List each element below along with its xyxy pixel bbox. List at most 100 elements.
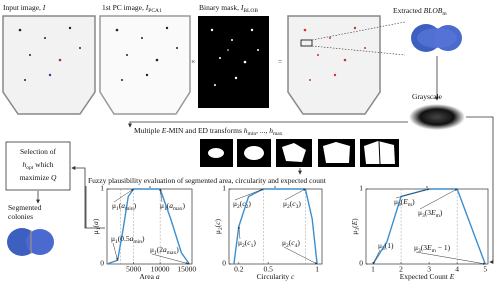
annotation-arrow [237, 226, 241, 240]
text-part: μ [213, 230, 222, 234]
text-part: 2 [218, 227, 224, 230]
text-part: m [408, 202, 413, 208]
text-part: μ [282, 238, 286, 247]
text-part: 1 [164, 206, 167, 212]
segmented-image [287, 15, 381, 115]
text-part: m [432, 248, 437, 254]
text-part: μ [91, 230, 100, 234]
text-part: c [242, 199, 246, 208]
text-part: μ [150, 245, 154, 254]
annotation: μ1(0.5amin) [111, 234, 145, 246]
annotation-arrow [395, 188, 430, 199]
text-part: c [291, 272, 295, 281]
text-part: ( [401, 197, 404, 206]
plot-frame [106, 188, 193, 265]
text-part: μ [233, 199, 237, 208]
annotation: μ3(1) [378, 241, 394, 253]
text-part: 3 [382, 246, 385, 252]
text-part: min [133, 239, 142, 245]
text-part: μ [414, 243, 418, 252]
binary-mask [198, 16, 269, 108]
text-part: − 1) [436, 243, 451, 252]
text-part: μ [350, 231, 359, 235]
plot-frame [228, 188, 323, 265]
text-part: which [33, 160, 53, 169]
plot-frame [365, 188, 489, 265]
binary-label: Binary mask, IBLOB [199, 3, 258, 15]
x-tick-label: 3 [427, 265, 431, 274]
y-axis-label: μ1(a) [91, 218, 103, 234]
text-part: Q [51, 173, 57, 182]
annotation-arrow [234, 188, 264, 201]
text-part: max [167, 250, 177, 256]
text-part: ( [245, 238, 248, 247]
text-part: 2 [286, 243, 289, 249]
text-part: I [240, 3, 244, 12]
x-axis-label: Expected Count E [400, 272, 455, 281]
text-part: a [91, 221, 100, 225]
text-part: 1 [251, 243, 254, 249]
arrows [36, 56, 494, 264]
y-tick-label: 0 [222, 259, 226, 268]
transform-images [200, 139, 399, 167]
text-part: Grayscale [412, 92, 443, 101]
text-part: μ [418, 208, 422, 217]
y-axis-label: μ3(E) [350, 218, 362, 235]
grayscale-label: Grayscale [412, 92, 443, 101]
text-part: m [442, 11, 447, 17]
text-part: E [402, 197, 408, 206]
text-part: 2 [242, 243, 245, 249]
colonies-image [7, 228, 54, 256]
text-part: h [23, 160, 27, 169]
annotation-arrow [372, 249, 381, 265]
text-part: Selection of [20, 147, 57, 156]
annotation: μ1(amin) [112, 201, 137, 213]
x-tick-label: 2 [399, 265, 403, 274]
annotation-arrow [415, 251, 486, 265]
x-tick-label: 1 [315, 265, 319, 274]
text-part: ( [289, 238, 292, 247]
text-part: = [278, 57, 282, 66]
text-part: ( [240, 199, 243, 208]
selection-line: Selection of [20, 147, 57, 156]
text-part: ( [213, 224, 222, 227]
times-symbol: × [191, 57, 195, 66]
text-part: (3 [425, 208, 431, 217]
text-part: min [125, 206, 134, 212]
text-part: E [161, 126, 167, 135]
annotation: μ3(3Em − 1) [414, 243, 451, 255]
y-tick-label: 1 [100, 184, 104, 193]
text-part: ) [176, 245, 179, 254]
text-part: 1 [154, 250, 157, 256]
y-tick-label: 1 [359, 184, 363, 193]
text-part: ) [412, 197, 415, 206]
text-part: 2 [237, 204, 240, 210]
text-part: 1 [116, 206, 119, 212]
text-part: 1 [115, 239, 118, 245]
text-part: Fuzzy plausibility evaluation of segment… [88, 176, 327, 185]
annotation: μ1(2amax) [150, 245, 179, 257]
pc-label: 1st PC image, IPCA1 [102, 3, 162, 15]
text-part: μ [112, 201, 116, 210]
text-part: ( [167, 201, 170, 210]
text-part: colonies [8, 212, 33, 221]
text-part: c [291, 238, 295, 247]
annotation-arrow [283, 246, 318, 265]
text-part: Extracted [393, 6, 424, 15]
text-part: m [436, 213, 441, 219]
text-part: (3 [421, 243, 427, 252]
text-part: a [163, 245, 167, 254]
text-part: h [244, 126, 248, 135]
selection-line: maximize Q [20, 173, 57, 182]
text-part: (2 [157, 245, 163, 254]
text-part: μ [160, 201, 164, 210]
text-part: min [248, 131, 257, 137]
text-part: 4 [295, 243, 298, 249]
text-part: Multiple [134, 126, 162, 135]
text-part: μ [394, 197, 398, 206]
x-tick-label: 15000 [177, 265, 196, 274]
text-part: Binary mask, [199, 3, 241, 12]
text-part: a [169, 201, 173, 210]
annotation: μ3(Em) [394, 197, 415, 209]
